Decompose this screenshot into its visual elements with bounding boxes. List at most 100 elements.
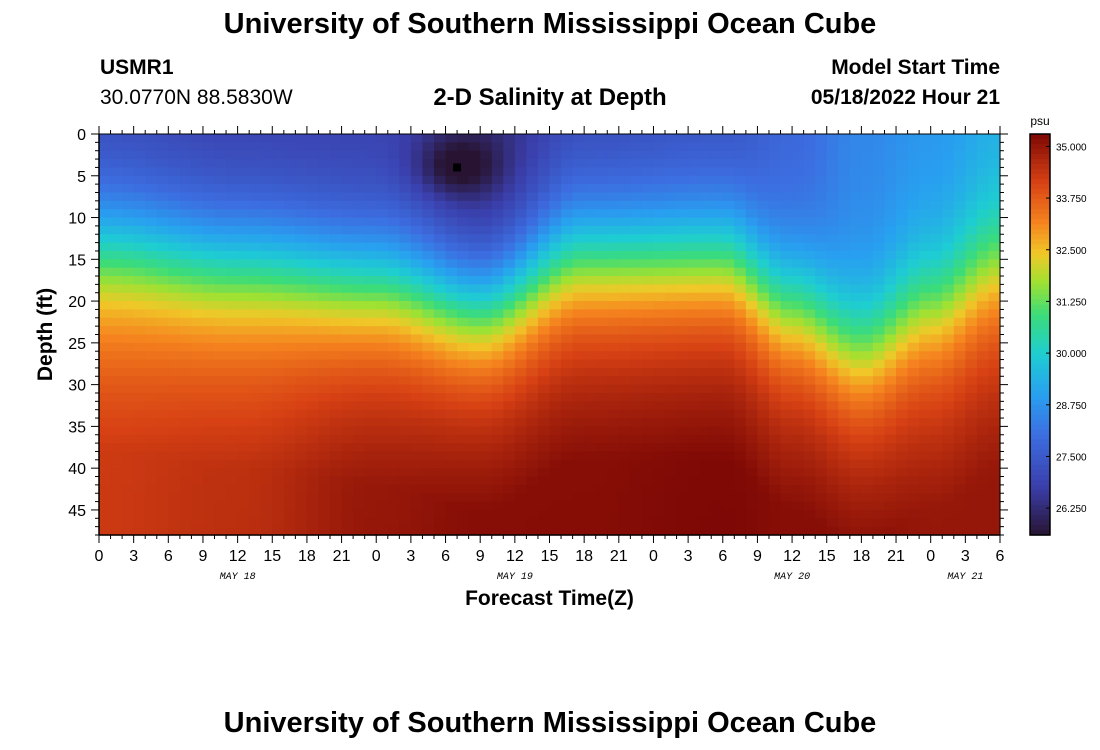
heatmap-cell	[99, 451, 112, 461]
heatmap-cell	[792, 484, 805, 494]
heatmap-cell	[792, 259, 805, 269]
heatmap-cell	[330, 200, 343, 210]
heatmap-cell	[595, 476, 608, 486]
colorbar-segment	[1030, 284, 1050, 290]
heatmap-cell	[387, 409, 400, 419]
heatmap-cell	[803, 184, 816, 194]
heatmap-cell	[884, 259, 897, 269]
colorbar-segment	[1030, 264, 1050, 270]
heatmap-cell	[919, 217, 932, 227]
heatmap-cell	[468, 267, 481, 277]
heatmap-cell	[422, 292, 435, 302]
colorbar-segment	[1030, 274, 1050, 280]
heatmap-cell	[838, 200, 851, 210]
heatmap-cell	[826, 250, 839, 260]
heatmap-cell	[283, 234, 296, 244]
heatmap-cell	[110, 426, 123, 436]
heatmap-cell	[503, 134, 516, 143]
heatmap-cell	[896, 317, 909, 327]
heatmap-cell	[641, 242, 655, 252]
heatmap-cell	[122, 367, 135, 377]
heatmap-cell	[237, 150, 250, 160]
heatmap-cell	[457, 459, 470, 469]
heatmap-cell	[549, 209, 562, 219]
heatmap-cell	[260, 134, 273, 143]
heatmap-cell	[145, 443, 158, 453]
heatmap-cell	[295, 484, 308, 494]
heatmap-cell	[422, 384, 435, 394]
heatmap-cell	[514, 309, 527, 319]
heatmap-cell	[179, 309, 193, 319]
heatmap-cell	[168, 401, 181, 411]
heatmap-cell	[676, 451, 689, 461]
heatmap-cell	[410, 509, 424, 519]
heatmap-cell	[618, 267, 631, 277]
heatmap-cell	[514, 501, 527, 511]
heatmap-cell	[688, 292, 701, 302]
heatmap-cell	[237, 476, 250, 486]
heatmap-cell	[896, 392, 909, 402]
heatmap-cell	[768, 159, 782, 169]
heatmap-cell	[249, 401, 262, 411]
heatmap-cell	[410, 242, 424, 252]
heatmap-cell	[480, 526, 493, 536]
heatmap-cell	[387, 418, 400, 427]
heatmap-cell	[503, 150, 516, 160]
heatmap-cell	[630, 351, 643, 361]
heatmap-cell	[514, 209, 527, 219]
heatmap-cell	[457, 200, 470, 210]
heatmap-cell	[953, 242, 966, 252]
heatmap-cell	[226, 159, 239, 169]
heatmap-cell	[110, 200, 123, 210]
heatmap-cell	[330, 142, 343, 152]
heatmap-cell	[330, 134, 343, 143]
heatmap-cell	[734, 392, 747, 402]
colorbar-segment	[1030, 504, 1050, 511]
heatmap-cell	[595, 292, 608, 302]
heatmap-cell	[722, 217, 735, 227]
heatmap-cell	[838, 451, 851, 461]
heatmap-cell	[480, 284, 493, 294]
heatmap-cell	[768, 284, 782, 294]
heatmap-cell	[780, 359, 793, 369]
heatmap-cell	[110, 284, 123, 294]
heatmap-cell	[122, 409, 135, 419]
heatmap-cell	[226, 267, 239, 277]
heatmap-cell	[306, 317, 320, 327]
heatmap-cell	[226, 359, 239, 369]
heatmap-cell	[665, 209, 678, 219]
heatmap-cell	[376, 476, 389, 486]
heatmap-cell	[537, 192, 551, 202]
heatmap-cell	[711, 142, 724, 152]
heatmap-cell	[376, 317, 389, 327]
heatmap-cell	[653, 150, 666, 160]
heatmap-cell	[318, 134, 331, 143]
heatmap-cell	[896, 134, 909, 143]
heatmap-cell	[803, 301, 816, 311]
colorbar-unit: psu	[1030, 114, 1049, 128]
heatmap-cell	[826, 234, 839, 244]
heatmap-cell	[283, 392, 296, 402]
heatmap-cell	[318, 443, 331, 453]
heatmap-cell	[364, 342, 377, 352]
heatmap-cell	[641, 509, 655, 519]
heatmap-cell	[607, 351, 620, 361]
heatmap-cell	[572, 401, 585, 411]
heatmap-cell	[249, 426, 262, 436]
heatmap-cell	[607, 292, 620, 302]
heatmap-cell	[907, 484, 920, 494]
heatmap-cell	[526, 434, 539, 444]
heatmap-cell	[884, 351, 897, 361]
heatmap-cell	[757, 250, 770, 260]
heatmap-cell	[249, 359, 262, 369]
heatmap-cell	[295, 518, 308, 528]
heatmap-cell	[260, 167, 273, 177]
heatmap-cell	[688, 142, 701, 152]
heatmap-cell	[272, 501, 285, 511]
heatmap-cell	[930, 326, 943, 336]
heatmap-cell	[849, 367, 862, 377]
heatmap-cell	[468, 518, 481, 528]
heatmap-cell	[156, 292, 169, 302]
heatmap-cell	[480, 184, 493, 194]
heatmap-cell	[826, 401, 839, 411]
